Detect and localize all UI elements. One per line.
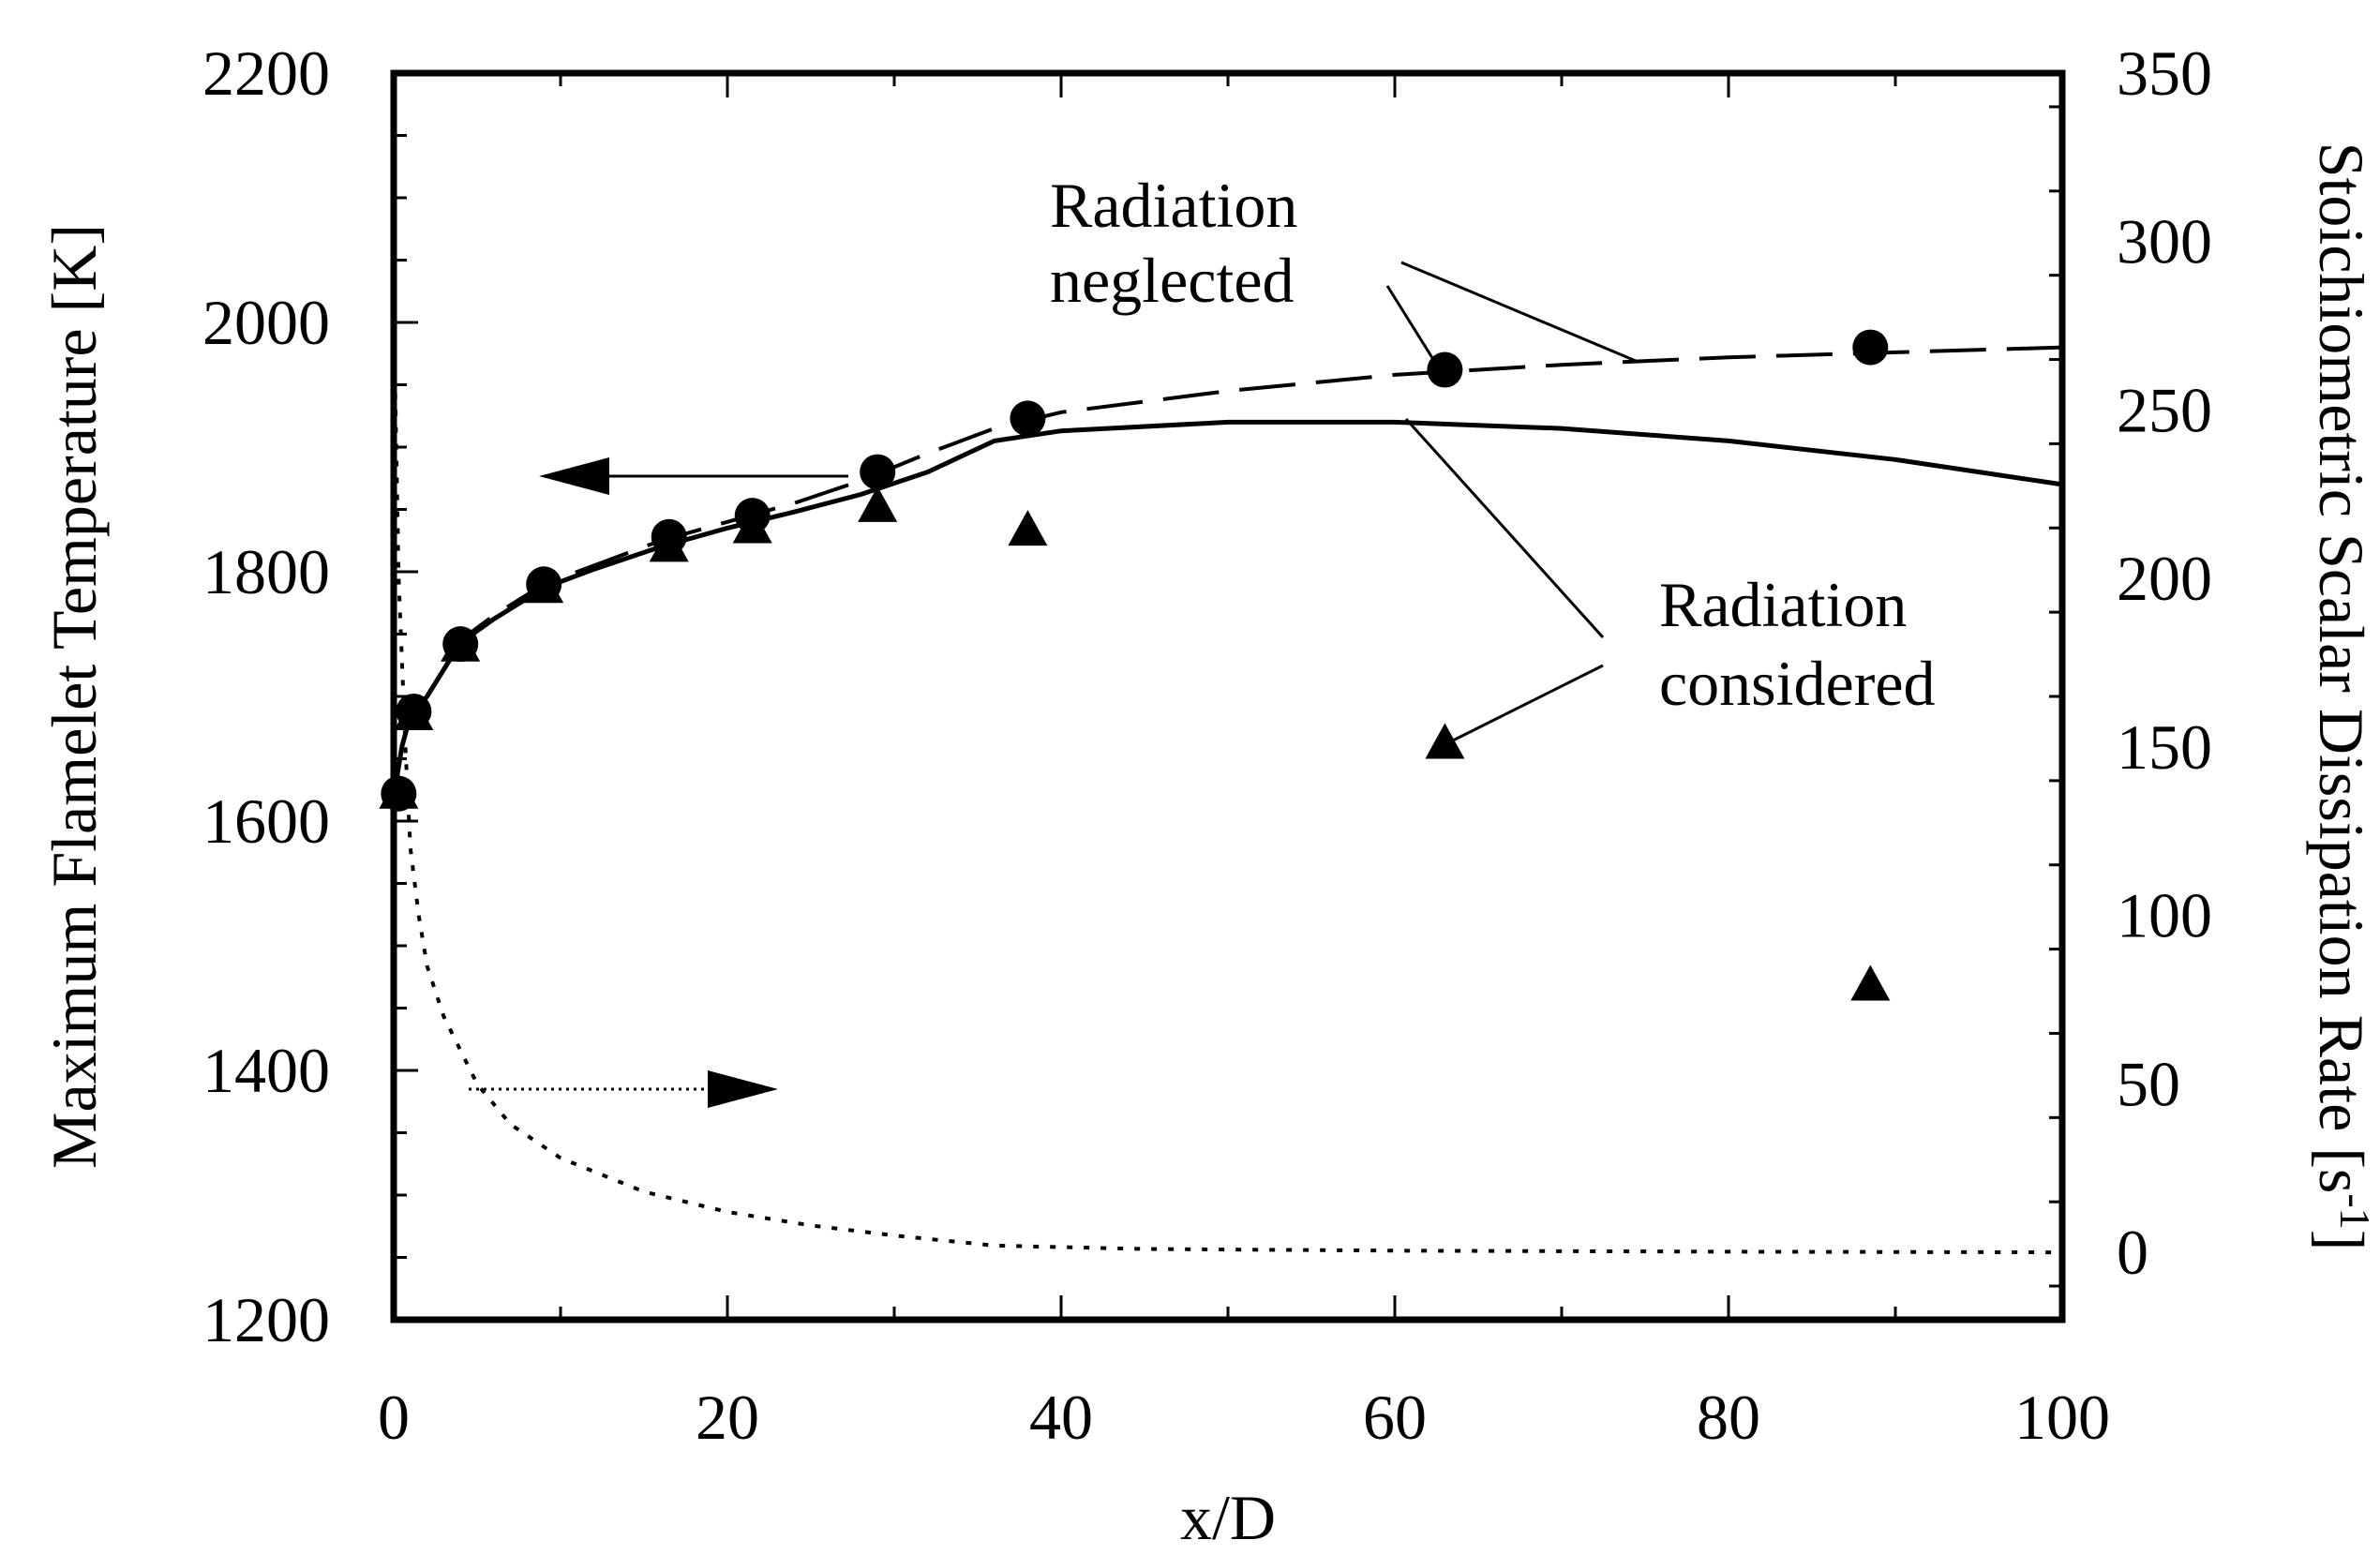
series-line-dissipation-rate [392, 308, 2063, 1255]
x-tick-label: 60 [1363, 1382, 1427, 1453]
annotation-considered-line2: considered [1659, 648, 1936, 719]
y-left-tick-label: 1400 [202, 1035, 330, 1106]
annotation-considered-line1: Radiation [1659, 569, 1907, 640]
y-right-tick-label: 300 [2117, 206, 2212, 277]
annotation-neglected-line1: Radiation [1050, 170, 1297, 241]
y-right-tick-label: 350 [2117, 37, 2212, 109]
y-left-tick-label: 1200 [202, 1284, 330, 1355]
marker-triangle-considered [379, 772, 419, 809]
series-line-radiation-considered [391, 419, 2063, 797]
x-tick-label: 100 [2014, 1382, 2110, 1453]
marker-circle-neglected [1427, 351, 1463, 388]
marker-triangle-considered [1850, 964, 1891, 1001]
marker-triangle-considered [1008, 510, 1048, 546]
y-axis-title-right: Stoichiometric Scalar Dissipation Rate [… [2306, 142, 2379, 1251]
annotation-neglected-line2: neglected [1050, 245, 1295, 316]
axis-ticks [392, 71, 2064, 1322]
x-axis-title: x/D [1180, 1482, 1276, 1553]
marker-triangle-considered [524, 567, 564, 604]
y-axis-title-right-sup: -1 [2331, 1193, 2379, 1229]
y-axis-title-right-main: Stoichiometric Scalar Dissipation Rate [… [2306, 142, 2377, 1194]
y-left-tick-label: 1600 [202, 785, 330, 857]
marker-triangle-considered [649, 526, 689, 562]
y-right-tick-label: 200 [2117, 543, 2212, 614]
y-axis-title-left: Maximum Flamelet Temperature [K] [38, 224, 110, 1169]
y-right-tick-label: 0 [2117, 1217, 2148, 1288]
tick-labels: 0 20 40 60 80 100 1200 1400 1600 1800 2000 2200 0 50 1… [202, 37, 2212, 1453]
marker-circle-neglected [1852, 329, 1889, 366]
y-right-tick-label: 100 [2117, 880, 2212, 951]
marker-circle-neglected [860, 454, 896, 490]
marker-triangle-considered [1425, 723, 1465, 759]
y-right-tick-label: 150 [2117, 711, 2212, 783]
y-left-tick-label: 1800 [202, 536, 330, 607]
marker-triangle-considered [732, 507, 772, 544]
series-lines [391, 308, 2063, 1255]
marker-circle-neglected [1010, 400, 1046, 437]
marker-triangle-considered [394, 694, 434, 730]
data-markers [379, 329, 1891, 1001]
x-tick-label: 80 [1697, 1382, 1760, 1453]
y-right-tick-label: 50 [2117, 1048, 2180, 1119]
y-axis-title-right-end: ] [2306, 1230, 2377, 1251]
marker-triangle-considered [441, 625, 481, 662]
x-tick-label: 40 [1029, 1382, 1093, 1453]
y-left-tick-label: 2000 [202, 287, 330, 358]
series-line-radiation-neglected [392, 345, 2063, 797]
x-tick-label: 0 [378, 1382, 410, 1453]
y-right-tick-label: 250 [2117, 374, 2212, 445]
y-left-tick-label: 2200 [202, 37, 330, 109]
right-axis-arrow [469, 1070, 778, 1108]
marker-triangle-considered [858, 486, 898, 522]
x-tick-label: 20 [696, 1382, 759, 1453]
left-axis-arrow [539, 457, 848, 495]
annotation-leaders [1385, 261, 1637, 742]
